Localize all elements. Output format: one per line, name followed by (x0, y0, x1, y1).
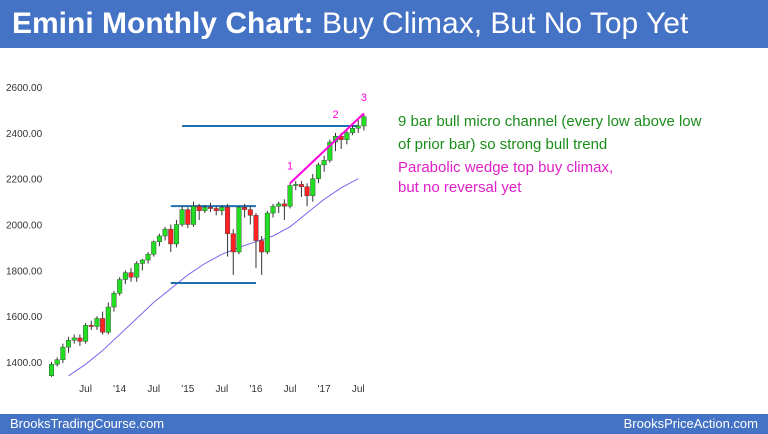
candle-body (293, 184, 299, 186)
header-bar: Emini Monthly Chart: Buy Climax, But No … (0, 0, 768, 48)
title-bold: Emini Monthly Chart: (12, 7, 314, 40)
page-title: Emini Monthly Chart: Buy Climax, But No … (12, 5, 688, 43)
candle-body (298, 184, 304, 187)
candle-body (361, 116, 367, 127)
candle-body (202, 207, 208, 211)
candle-body (139, 259, 145, 264)
candle-body (236, 207, 242, 253)
candle-body (71, 337, 77, 341)
wedge-push-label: 3 (361, 92, 367, 104)
candle-body (88, 325, 94, 327)
candle-body (185, 209, 191, 225)
y-tick-label: 1600.00 (6, 312, 43, 323)
y-tick-label: 1800.00 (6, 266, 43, 277)
candle-body (264, 212, 270, 253)
y-tick-label: 2000.00 (6, 221, 43, 232)
y-tick-label: 1400.00 (6, 358, 43, 369)
moving-average-line (68, 178, 359, 377)
note-line-1: 9 bar bull micro channel (every low abov… (398, 113, 702, 130)
x-tick-label: Jul (216, 384, 229, 395)
candle-body (162, 228, 168, 237)
footer-bar: BrooksTradingCourse.com BrooksPriceActio… (0, 414, 768, 434)
candle-body (100, 318, 106, 333)
wedge-push-label: 2 (332, 109, 338, 121)
x-tick-label: '16 (249, 384, 262, 395)
candle-body (122, 272, 128, 280)
candle-body (196, 205, 202, 211)
candle-body (287, 185, 293, 207)
x-tick-label: Jul (147, 384, 160, 395)
candle-body (259, 240, 265, 253)
candle-body (77, 337, 83, 342)
x-tick-label: '15 (181, 384, 194, 395)
candle-body (247, 209, 253, 216)
candle-body (134, 263, 140, 278)
y-tick-label: 2400.00 (6, 129, 43, 140)
candle-body (111, 293, 117, 308)
candle-body (49, 364, 55, 376)
candle-body (219, 207, 225, 211)
candle-body (310, 178, 316, 197)
candle-body (281, 203, 287, 207)
candle-body (173, 224, 179, 245)
y-tick-label: 2600.00 (6, 83, 43, 94)
candle-body (117, 279, 123, 294)
candle-body (54, 359, 60, 365)
candle-body (213, 208, 219, 211)
x-tick-label: Jul (284, 384, 297, 395)
candle-body (168, 228, 174, 245)
candle-body (156, 235, 162, 242)
candle-body (225, 207, 231, 234)
candle-body (344, 132, 350, 140)
candle-body (304, 186, 310, 197)
candle-body (253, 215, 259, 241)
x-tick-label: '14 (113, 384, 126, 395)
note-line-4: but no reversal yet (398, 179, 522, 196)
candle-body (321, 160, 327, 166)
candle-body (208, 207, 214, 209)
x-tick-label: '17 (318, 384, 331, 395)
candle-body (276, 203, 282, 207)
x-tick-label: Jul (352, 384, 365, 395)
candle-body (128, 272, 134, 278)
candle-body (60, 346, 66, 360)
candle-body (190, 205, 196, 225)
y-tick-label: 2200.00 (6, 175, 43, 186)
wedge-push-label: 1 (287, 161, 293, 173)
note-line-3: Parabolic wedge top buy climax, (398, 159, 614, 176)
candle-body (242, 207, 248, 210)
candle-body (151, 241, 157, 255)
candle-body (105, 306, 111, 333)
monthly-chart: 1400.00 1600.00 1800.00 2000.00 2200.00 2400.… (6, 83, 367, 395)
footer-right-link[interactable]: BrooksPriceAction.com (623, 416, 758, 431)
candle-body (83, 325, 89, 342)
candle-body (315, 164, 321, 179)
candle-body (66, 340, 72, 348)
title-rest: Buy Climax, But No Top Yet (322, 7, 689, 40)
candle-body (327, 141, 333, 161)
candle-body (145, 254, 151, 261)
wedge-trend-line (289, 112, 365, 184)
x-tick-label: Jul (79, 384, 92, 395)
candle-body (94, 318, 100, 327)
candle-body (355, 125, 361, 129)
candle-body (179, 209, 185, 225)
candle-body (270, 205, 276, 214)
candle-body (350, 128, 356, 134)
note-line-2: of prior bar) so strong bull trend (398, 136, 608, 153)
footer-left-link[interactable]: BrooksTradingCourse.com (10, 416, 165, 431)
candle-body (230, 233, 236, 253)
